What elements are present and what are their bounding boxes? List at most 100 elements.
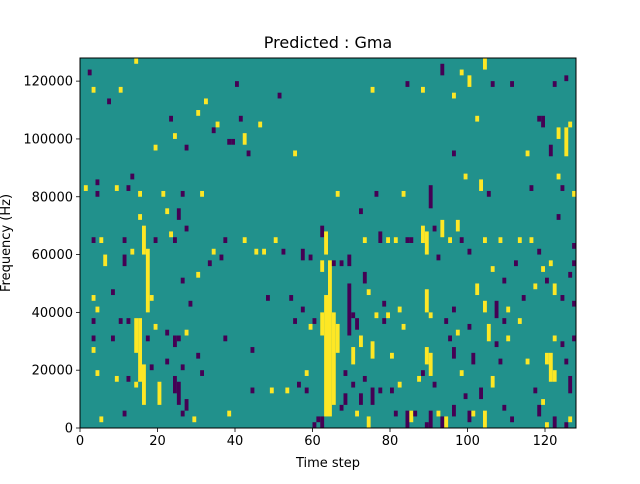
heatmap-cell-72: [200, 190, 204, 197]
heatmap-cell-37: [142, 364, 146, 405]
heatmap-cell-65: [184, 329, 189, 336]
heatmap-cell-12: [99, 237, 104, 243]
heatmap-cell-279: [572, 243, 576, 249]
heatmap-cell-154: [386, 237, 390, 243]
x-tick-label: 80: [382, 434, 399, 449]
heatmap-cell-277: [572, 300, 576, 307]
heatmap-cell-269: [564, 358, 569, 365]
heatmap-cell-126: [339, 404, 344, 411]
heatmap-cell-81: [223, 335, 228, 342]
heatmap-cell-87: [242, 133, 247, 145]
heatmap-cell-261: [556, 127, 561, 139]
heatmap-cell-208: [471, 352, 476, 365]
heatmap-cell-267: [564, 75, 569, 82]
y-tick-label: 40000: [32, 306, 73, 321]
heatmap-cell-183: [436, 254, 441, 261]
heatmap-cell-50: [169, 115, 173, 122]
heatmap-cells: [83, 58, 576, 428]
heatmap-cell-1: [87, 69, 92, 76]
heatmap-cell-153: [386, 312, 390, 319]
heatmap-cell-274: [568, 416, 573, 423]
heatmap-cell-82: [227, 410, 232, 417]
x-tick-label: 40: [227, 434, 244, 449]
heatmap-cell-19: [114, 185, 119, 191]
heatmap-cell-239: [525, 358, 530, 365]
heatmap-cell-149: [378, 387, 383, 394]
y-tick-label: 100000: [23, 132, 73, 147]
heatmap-cell-203: [463, 393, 468, 400]
x-tick-label: 60: [304, 434, 321, 449]
heatmap-cell-231: [506, 335, 511, 342]
heatmap-cell-32: [134, 381, 139, 388]
heatmap-cell-46: [161, 190, 166, 197]
heatmap-cell-16: [111, 289, 115, 296]
heatmap-cell-186: [440, 219, 445, 238]
heatmap-cell-219: [486, 323, 491, 342]
heatmap-cell-202: [463, 173, 468, 180]
heatmap-cell-4: [91, 295, 96, 301]
heatmap-cell-273: [568, 375, 573, 394]
heatmap-cell-117: [320, 225, 325, 238]
heatmap-cell-243: [533, 387, 538, 394]
heatmap-cell-228: [502, 318, 507, 324]
heatmap-cell-76: [211, 127, 216, 134]
heatmap-cell-147: [374, 312, 379, 319]
heatmap-cell-148: [374, 190, 379, 197]
heatmap-cell-165: [405, 410, 410, 428]
heatmap-cell-90: [250, 347, 255, 353]
heatmap-cell-216: [483, 300, 487, 313]
heatmap-cell-168: [413, 410, 418, 417]
heatmap-cell-69: [196, 110, 201, 116]
heatmap-cell-136: [359, 208, 363, 215]
heatmap-cell-205: [467, 248, 472, 255]
heatmap-cell-150: [378, 231, 383, 243]
heatmap-cell-229: [502, 404, 507, 411]
heatmap-cell-79: [219, 254, 224, 261]
heatmap-cell-198: [455, 329, 460, 336]
heatmap-cell-99: [281, 248, 286, 255]
heatmap-cell-199: [459, 69, 464, 76]
heatmap-cell-94: [262, 248, 266, 255]
heatmap-cell-156: [390, 352, 394, 359]
heatmap-cell-39: [145, 335, 150, 342]
heatmap-cell-62: [180, 410, 185, 417]
heatmap-cell-54: [173, 335, 177, 348]
heatmap-cell-177: [428, 185, 433, 209]
heatmap-cell-140: [362, 271, 367, 284]
heatmap-cell-161: [401, 190, 406, 197]
heatmap-cell-207: [467, 410, 472, 423]
heatmap-cell-171: [421, 225, 425, 243]
heatmap-cell-18: [114, 375, 119, 382]
heatmap-cell-2: [91, 86, 96, 93]
heatmap-cell-115: [320, 312, 325, 336]
heatmap-cell-151: [382, 318, 387, 324]
heatmap-cell-175: [424, 347, 429, 365]
heatmap-cell-217: [483, 410, 487, 428]
heatmap-cell-192: [452, 92, 456, 99]
heatmap-cell-52: [173, 133, 177, 139]
heatmap-cell-189: [444, 416, 449, 428]
heatmap-cell-74: [204, 98, 208, 105]
heatmap-cell-222: [490, 375, 495, 388]
heatmap-cell-112: [312, 422, 317, 428]
heatmap-cell-107: [304, 370, 309, 376]
heatmap-cell-236: [517, 318, 522, 324]
heatmap-cell-104: [297, 381, 301, 388]
x-tick-label: 100: [455, 434, 480, 449]
plot-frame: [79, 57, 577, 429]
heatmap-cell-210: [475, 115, 480, 122]
y-tick-label: 0: [65, 422, 73, 437]
heatmap-cell-11: [95, 370, 100, 376]
heatmap-cell-86: [238, 115, 243, 122]
heatmap-cell-164: [405, 237, 410, 243]
heatmap-cell-40: [149, 295, 154, 301]
heatmap-cell-5: [91, 318, 96, 324]
heatmap-cell-96: [269, 387, 274, 394]
heatmap-cell-21: [118, 318, 123, 324]
heatmap-cell-237: [521, 295, 526, 301]
heatmap-cell-251: [545, 352, 549, 365]
y-tick-label: 120000: [23, 75, 73, 90]
heatmap-cell-233: [510, 416, 514, 423]
heatmap-cell-34: [138, 214, 142, 220]
heatmap-cell-111: [312, 318, 317, 324]
